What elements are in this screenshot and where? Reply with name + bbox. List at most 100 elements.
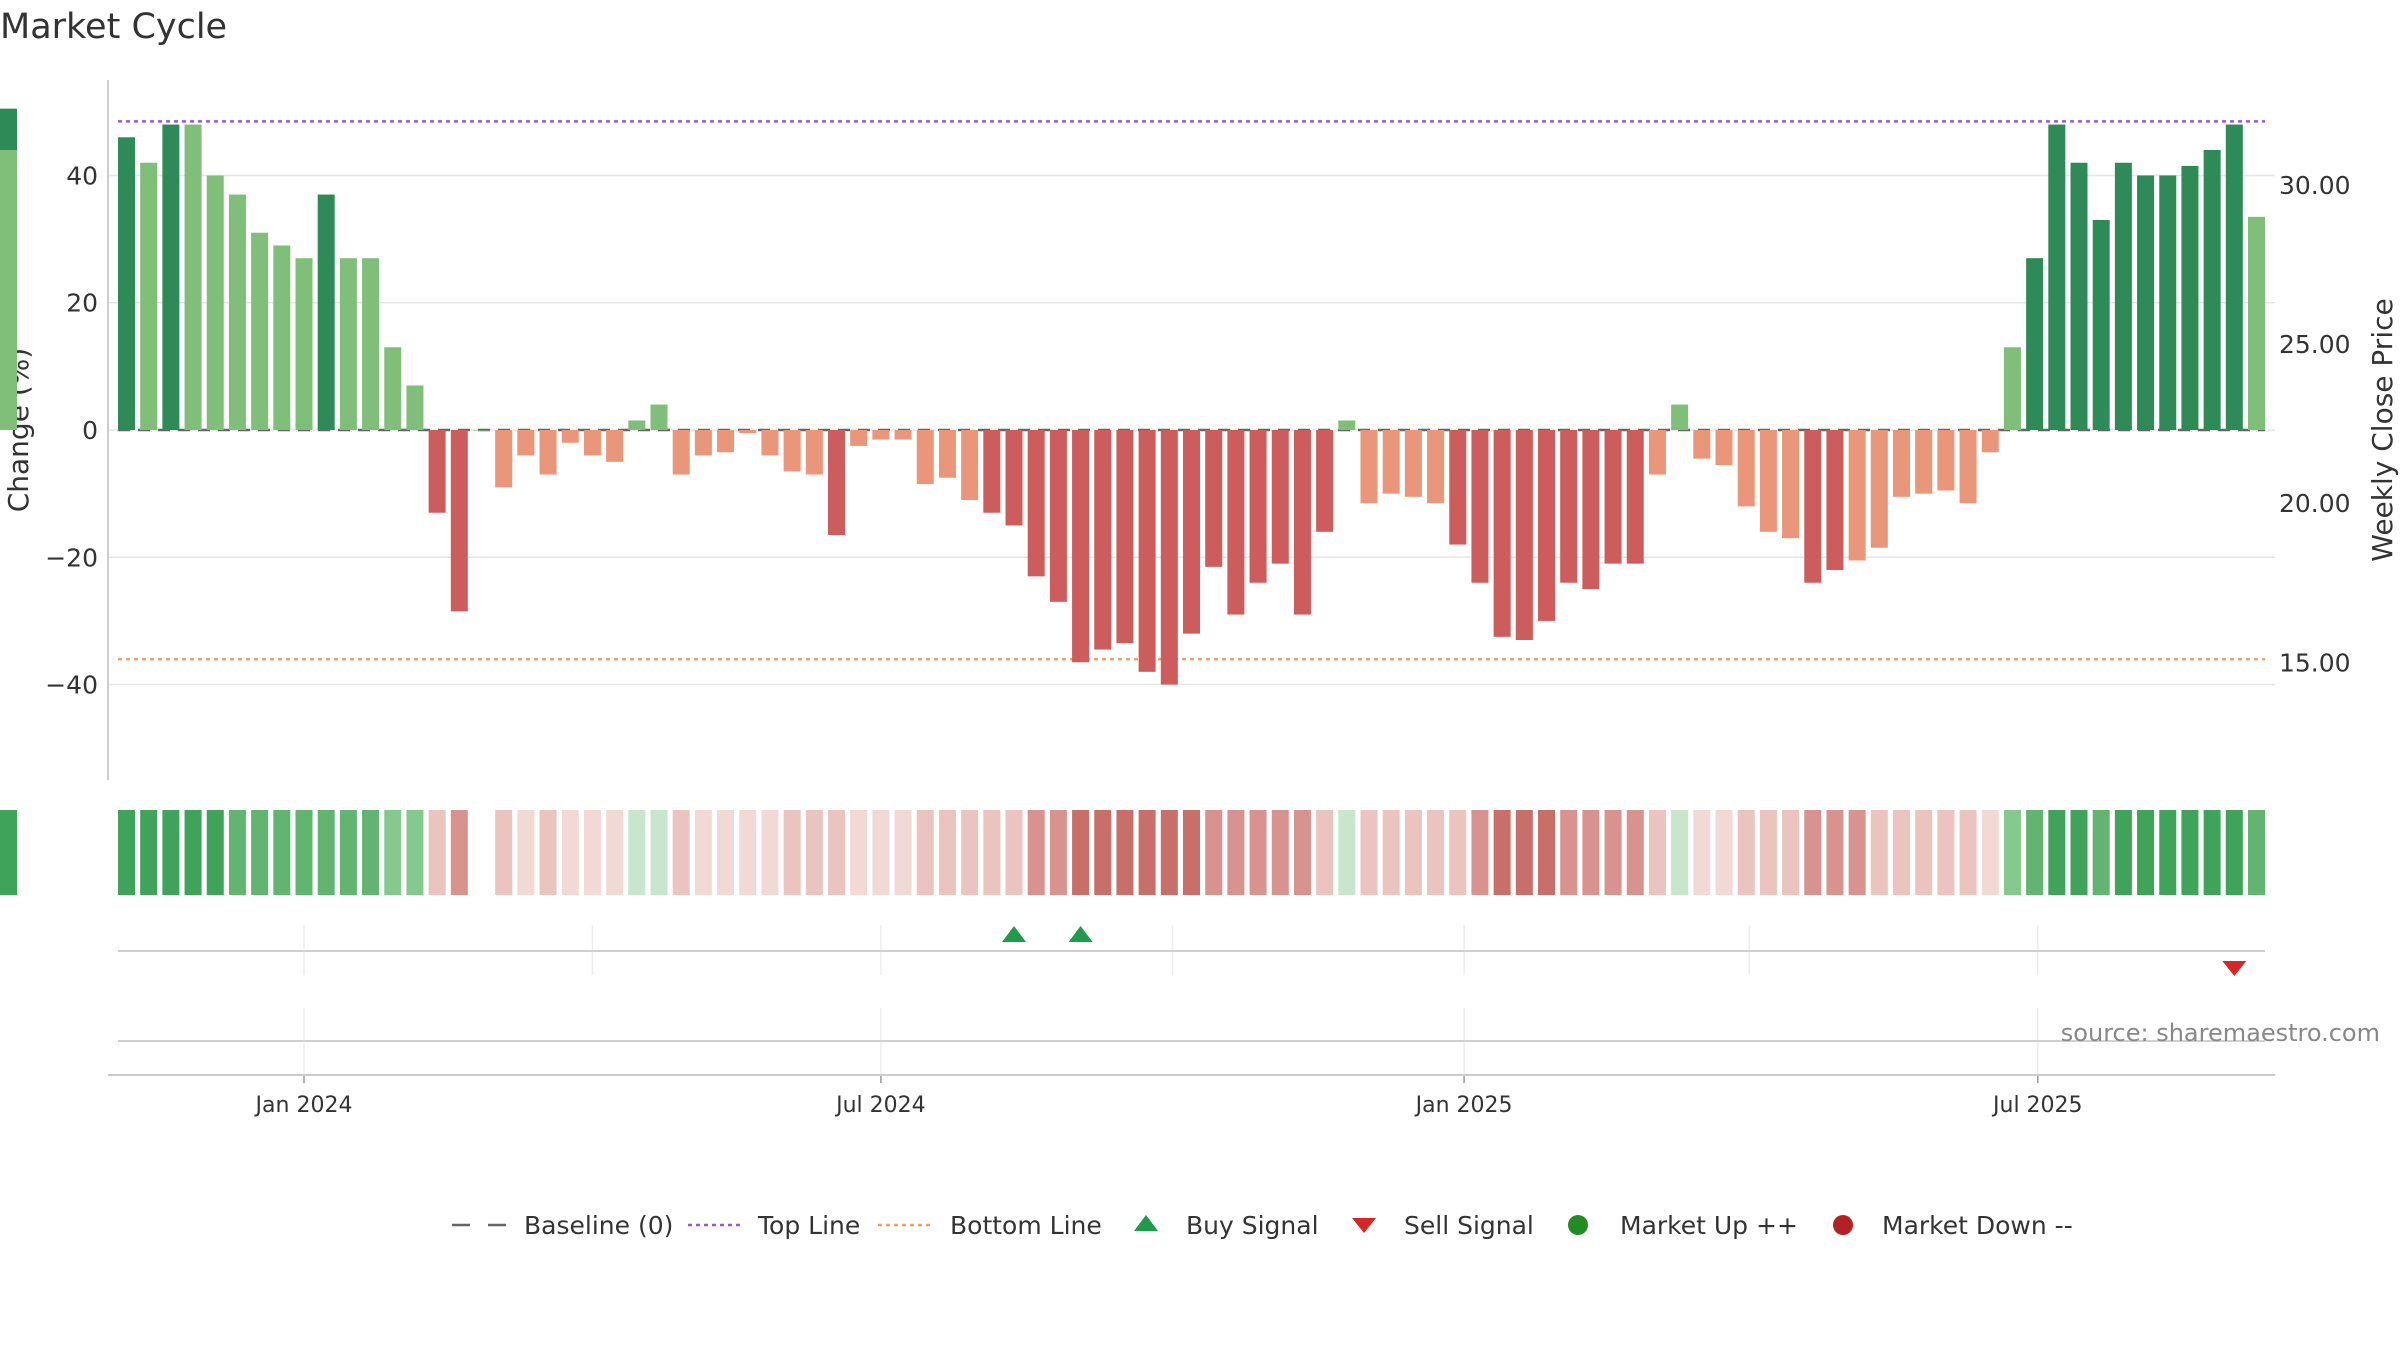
bar [251,232,269,430]
bar [1049,430,1067,602]
strength-cell [1759,810,1777,895]
strength-cell [495,810,513,895]
strength-cell [1316,810,1334,895]
strength-cell [1049,810,1067,895]
sell-signal-marker [2222,961,2247,976]
bar [1116,430,1134,644]
strength-cell [450,810,468,895]
y-tick-label-left: 40 [66,161,98,190]
bar [1316,430,1334,532]
legend: Baseline (0) Top Line Bottom Line Buy Signa… [452,1211,2073,1240]
bar [2114,162,2132,430]
strength-cell [1582,810,1600,895]
strength-cell [1205,810,1223,895]
strength-cell [1138,810,1156,895]
bar [1205,430,1223,567]
strength-cell [1915,810,1933,895]
strength-cell [2203,810,2221,895]
bar [384,347,402,430]
bar [1693,430,1711,459]
strength-cell [1382,810,1400,895]
strength-cell [1183,810,1200,895]
legend-item: Bottom Line [878,1211,1102,1240]
bar [428,430,446,513]
strength-cell [428,810,446,895]
bar [1626,430,1644,564]
bar [1138,430,1156,672]
bar [1094,430,1112,650]
bar [1959,430,1977,504]
strength-cell [517,810,535,895]
strength-cell [1671,810,1689,895]
bar [140,162,158,430]
strength-cell [761,810,779,895]
bar [1072,430,1090,663]
axes: −40 −20 0 20 40 15.00 20.00 25.00 30.00 [45,80,2351,780]
bar [983,430,1001,513]
strength-cell [1027,810,1045,895]
bar [406,385,424,430]
bar [495,430,513,488]
bar [2248,216,2265,430]
bar [1471,430,1489,583]
bar [517,430,535,456]
legend-label: Buy Signal [1186,1211,1319,1240]
legend-label: Market Down -- [1882,1211,2073,1240]
strength-cell [739,810,757,895]
bar [1249,430,1267,583]
x-tick-label: Jul 2024 [834,1093,926,1118]
change-bars [0,108,2265,685]
strength-cell [339,810,357,895]
strength-cell [1072,810,1090,895]
bar [1360,430,1378,504]
strength-cell [694,810,712,895]
strength-cell [983,810,1001,895]
strength-cell [2225,810,2243,895]
strength-cell [1604,810,1622,895]
signal-panel [1002,926,2247,976]
strength-cell [1804,810,1822,895]
bar [1893,430,1910,497]
strength-cell [872,810,890,895]
strength-cell [2092,810,2110,895]
strength-cell [206,810,224,895]
bar [362,258,380,430]
bar [1515,430,1533,640]
bar [0,150,17,430]
bar [783,430,801,472]
bar [2026,258,2044,430]
strength-cell [1471,810,1489,895]
bar [1782,430,1800,539]
strength-cell [2114,810,2132,895]
strength-cell [1227,810,1245,895]
strength-cell [1404,810,1422,895]
bar [739,430,757,434]
bar [1604,430,1622,564]
buy-signal-marker [1068,926,1093,942]
strength-cell [1870,810,1888,895]
legend-item: Top Line [688,1211,860,1240]
bar [2181,165,2199,430]
strength-cell [184,810,202,895]
strength-cell [628,810,646,895]
strength-cell [118,810,135,895]
bar [1848,430,1866,561]
strength-cell [1005,810,1023,895]
bar [118,137,135,431]
legend-label: Market Up ++ [1620,1211,1798,1240]
bar [650,404,668,430]
strength-cell [1360,810,1378,895]
bar [961,430,979,500]
strength-cell [1493,810,1511,895]
bar [1382,430,1400,494]
bar [228,194,246,430]
bar [1937,430,1955,491]
source-note: source: sharemaestro.com [2061,1019,2380,1047]
bar [1981,430,1999,453]
bar [916,430,934,485]
strength-strip [0,810,2265,895]
x-tick-label: Jan 2025 [1414,1093,1513,1118]
strength-cell [2159,810,2177,895]
strength-cell [1937,810,1955,895]
